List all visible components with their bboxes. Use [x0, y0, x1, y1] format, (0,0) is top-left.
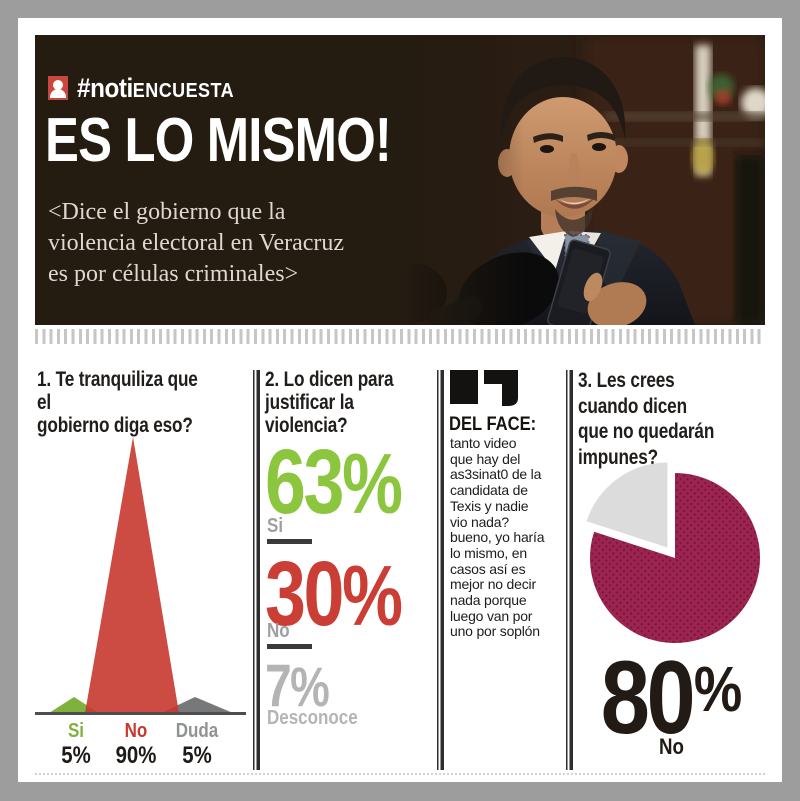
shirt-collar — [529, 231, 567, 271]
q2-value-desconoce: 7% — [265, 652, 330, 719]
peak-duda — [161, 697, 233, 713]
separator-rule — [267, 539, 312, 544]
question-1-title: 1. Te tranquiliza que el gobierno diga e… — [37, 367, 198, 437]
pie-slice-no-80 — [589, 473, 760, 643]
pct-no: 90% — [115, 742, 157, 769]
mustache — [551, 186, 597, 201]
label-duda: Duda — [175, 720, 219, 742]
face-quote-column: DEL FACE: tanto video que hay del as3sin… — [448, 368, 560, 777]
hair — [500, 57, 626, 141]
q2-value-no: 30% — [265, 543, 403, 645]
eye — [540, 145, 554, 153]
label-no: No — [124, 720, 148, 742]
column-divider — [253, 370, 260, 770]
triangle-peak-chart — [35, 437, 246, 715]
column-divider — [437, 370, 444, 770]
brand-hashtag: #notiENCUESTA — [77, 73, 234, 104]
hand — [583, 272, 647, 325]
q2-label-no: No — [267, 620, 290, 642]
interview-photo — [405, 35, 765, 325]
bottom-dashed-line — [35, 773, 765, 775]
face — [509, 97, 617, 217]
separator-rule — [267, 644, 312, 649]
question-2: 2. Lo dicen para justificar la violencia… — [265, 368, 433, 777]
question-3: 3. Les crees cuando dicen que no quedará… — [578, 368, 765, 777]
q2-label-desconoce: Desconoce — [267, 707, 358, 729]
poll-results: 1. Te tranquiliza que el gobierno diga e… — [35, 368, 765, 777]
label-si: Si — [67, 720, 85, 742]
brand-hashtag-caps: ENCUESTA — [132, 79, 235, 102]
question-1: 1. Te tranquiliza que el gobierno diga e… — [35, 367, 251, 777]
red-lamp — [715, 89, 731, 105]
goatee — [555, 208, 593, 237]
column-divider — [566, 370, 573, 770]
q2-value-si: 63% — [265, 431, 403, 533]
thumb — [583, 272, 603, 302]
header-block: #notiENCUESTA ES LO MISMO! <Dice el gobi… — [35, 35, 765, 325]
question-3-title: 3. Les crees cuando dicen que no quedará… — [578, 368, 715, 469]
subheadline: <Dice el gobierno que la violencia elect… — [48, 199, 345, 287]
person-icon — [48, 76, 68, 100]
quote-face-icon — [450, 370, 518, 406]
pie-slice-other-20 — [586, 462, 668, 548]
question-2-title: 2. Lo dicen para justificar la violencia… — [265, 367, 394, 437]
brand-hashtag-bold: #noti — [77, 72, 133, 103]
eyebrow — [533, 133, 563, 143]
face-quote-text: tanto video que hay del as3sinat0 de la … — [450, 435, 545, 640]
photo-left-fade — [405, 35, 525, 325]
pct-si: 5% — [61, 742, 91, 769]
mouth — [555, 198, 595, 209]
pct-duda: 5% — [182, 742, 212, 769]
yellow-object — [692, 139, 714, 175]
nose — [567, 153, 581, 181]
q2-label-si: Si — [267, 515, 284, 537]
face-heading: DEL FACE: — [449, 413, 537, 435]
headline: ES LO MISMO! — [45, 106, 392, 175]
brand-row: #notiENCUESTA — [48, 73, 252, 104]
pie-chart — [586, 462, 760, 643]
q3-label: No — [659, 734, 684, 759]
bystander-shoulder — [735, 155, 765, 325]
bokeh-light — [741, 88, 765, 118]
perforation-strip — [35, 329, 765, 344]
q3-value: 80% — [600, 640, 743, 756]
peak-no — [85, 437, 179, 713]
